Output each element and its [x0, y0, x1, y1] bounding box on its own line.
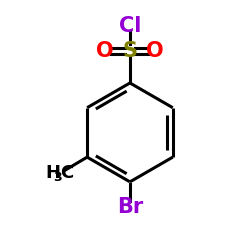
Text: Br: Br [117, 196, 143, 216]
Text: H: H [46, 164, 60, 182]
Text: O: O [96, 41, 114, 61]
Text: O: O [146, 41, 164, 61]
Text: Cl: Cl [119, 16, 141, 36]
Text: S: S [122, 41, 138, 61]
Text: C: C [60, 164, 73, 182]
Text: 3: 3 [53, 171, 62, 184]
